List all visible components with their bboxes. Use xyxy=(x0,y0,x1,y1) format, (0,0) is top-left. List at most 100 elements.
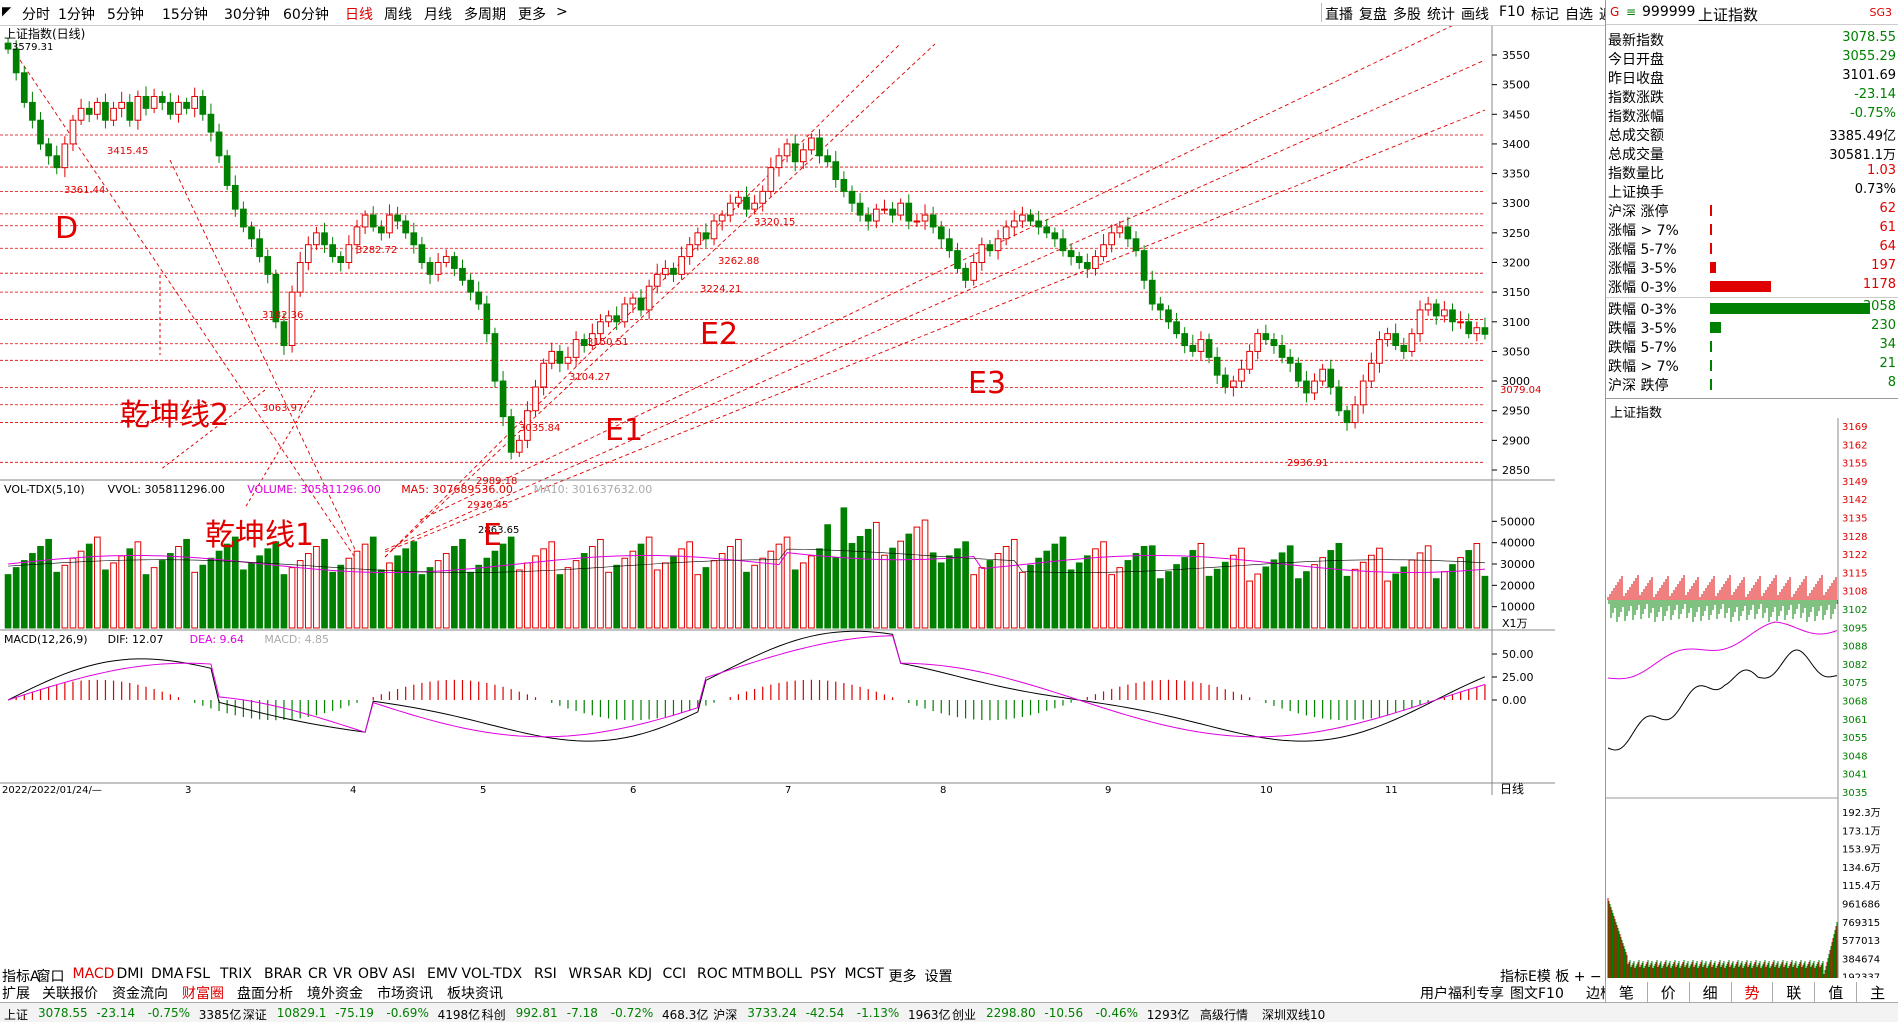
indicator-tab[interactable]: KDJ xyxy=(628,966,653,982)
breadth-row: 跌幅 5-7% 34 xyxy=(1608,337,1896,356)
tab-fenshi[interactable]: 分时 xyxy=(22,7,50,23)
volume-bar xyxy=(1230,554,1237,629)
extension-tab[interactable]: 资金流向 xyxy=(112,986,168,1002)
indicator-tab[interactable]: FSL xyxy=(185,966,211,982)
quote-tab[interactable]: 主 xyxy=(1856,982,1898,1002)
volume-bar xyxy=(1246,580,1253,629)
indicator-tab[interactable]: RSI xyxy=(534,966,557,982)
quote-tab[interactable]: 势 xyxy=(1730,982,1773,1002)
btn-multistock[interactable]: 多股 xyxy=(1393,7,1421,23)
tab-more[interactable]: 更多 xyxy=(518,7,546,23)
extension-tab[interactable]: 关联报价 xyxy=(42,986,98,1002)
quote-row: 昨日收盘 3101.69 xyxy=(1608,68,1896,87)
volume-bar xyxy=(1035,557,1042,629)
tab-30min[interactable]: 30分钟 xyxy=(224,7,270,23)
indicator-tab[interactable]: OBV xyxy=(358,966,388,982)
extension-tab[interactable]: 市场资讯 xyxy=(377,986,433,1002)
indicator-tab[interactable]: TRIX xyxy=(220,966,252,982)
btn-live[interactable]: 直播 xyxy=(1325,7,1353,23)
tab-multi-period[interactable]: 多周期 xyxy=(464,7,506,23)
quote-tab[interactable]: 值 xyxy=(1814,982,1856,1002)
indicator-tab[interactable]: EMV xyxy=(427,966,458,982)
candle-body xyxy=(621,303,629,323)
indicator-tab[interactable]: BRAR xyxy=(264,966,303,982)
btn-review[interactable]: 复盘 xyxy=(1359,7,1387,23)
tab-daily[interactable]: 日线 xyxy=(345,7,373,23)
extension-tab[interactable]: 境外资金 xyxy=(307,986,363,1002)
tab-monthly[interactable]: 月线 xyxy=(424,7,452,23)
right-tools[interactable]: 指标E模 板 + − xyxy=(1500,969,1602,985)
quote-row: 总成交额 3385.49亿 xyxy=(1608,128,1896,144)
btn-watchlist[interactable]: 自选 xyxy=(1565,7,1593,23)
price-mark: 3320.15 xyxy=(754,217,795,228)
tab-15min[interactable]: 15分钟 xyxy=(162,7,208,23)
candle-body xyxy=(1035,220,1042,228)
candle-body xyxy=(1359,380,1367,406)
volume-bar xyxy=(1010,538,1018,629)
volume-bar xyxy=(1319,557,1326,629)
quote-tab[interactable]: 细 xyxy=(1688,982,1731,1002)
candle-body xyxy=(986,244,994,252)
volume-bar xyxy=(1473,543,1481,629)
tab-1min[interactable]: 1分钟 xyxy=(58,7,95,23)
status-dual[interactable]: 深圳双线10 xyxy=(1262,1008,1326,1022)
candle-body xyxy=(1327,368,1335,388)
mini-intraday-chart[interactable]: 3169 3162 3155 3149 3142 3135 3128 3122 3115 3108… xyxy=(1606,418,1898,978)
extension-tab[interactable]: 扩展 xyxy=(2,986,30,1002)
indicator-tab[interactable]: 更多 xyxy=(888,969,917,985)
candle-body xyxy=(231,184,239,210)
status-advanced[interactable]: 高级行情 xyxy=(1200,1008,1249,1022)
tab-60min[interactable]: 60分钟 xyxy=(283,7,329,23)
btn-mark[interactable]: 标记 xyxy=(1531,7,1559,23)
indicator-tab[interactable]: MTM xyxy=(731,966,765,982)
indicator-tab[interactable]: SAR xyxy=(593,966,622,982)
indicator-tab[interactable]: WR xyxy=(568,966,593,982)
indicator-tab[interactable]: MCST xyxy=(844,966,884,982)
quote-tab[interactable]: 笔 xyxy=(1605,982,1647,1002)
extension-right[interactable]: 图文F10 xyxy=(1510,986,1564,1002)
tab-5min[interactable]: 5分钟 xyxy=(107,7,144,23)
tab-weekly[interactable]: 周线 xyxy=(384,7,412,23)
extension-tab[interactable]: 板块资讯 xyxy=(447,986,503,1002)
quote-tab[interactable]: 价 xyxy=(1646,982,1689,1002)
indicator-tab[interactable]: 设置 xyxy=(924,969,953,985)
extension-tab[interactable]: 盘面分析 xyxy=(237,986,293,1002)
indicator-tab[interactable]: 指标A xyxy=(2,969,40,985)
vol-tick: 40000 xyxy=(1500,537,1535,550)
volume-bar xyxy=(1286,545,1294,629)
indicator-tab[interactable]: 窗口 xyxy=(36,969,65,985)
status-item: 468.3亿 xyxy=(662,1008,709,1022)
indicator-tabs: 指标A 窗口 MACD DMI DMA FSL TRIX BRAR CR VR OBV ASI EMV V… xyxy=(0,966,1605,985)
chevron-right-icon[interactable]: > xyxy=(556,4,568,20)
indicator-tab[interactable]: CCI xyxy=(662,966,687,982)
indicator-tab[interactable]: CR xyxy=(308,966,328,982)
indicator-tab[interactable]: VOL-TDX xyxy=(461,966,523,982)
btn-draw[interactable]: 画线 xyxy=(1461,7,1489,23)
indicator-tab[interactable]: ASI xyxy=(392,966,416,982)
candle-body xyxy=(1140,250,1148,281)
indicator-tab[interactable]: PSY xyxy=(810,966,836,982)
candle-body xyxy=(1108,232,1116,246)
indicator-tab[interactable]: MACD xyxy=(72,966,115,982)
volume-bar xyxy=(1075,562,1083,629)
menu-icon[interactable]: ≡ xyxy=(1626,5,1637,19)
volume-bar xyxy=(377,569,385,629)
indicator-tab[interactable]: DMI xyxy=(116,966,144,982)
price-tick: 3200 xyxy=(1502,257,1530,270)
quote-tab[interactable]: 联 xyxy=(1772,982,1814,1002)
mini-tick: 3095 xyxy=(1842,623,1867,634)
status-item: -0.46% xyxy=(1095,1006,1139,1020)
btn-stats[interactable]: 统计 xyxy=(1427,7,1455,23)
candle-body xyxy=(12,48,20,74)
menu-icon[interactable]: ◤ xyxy=(2,4,12,18)
btn-f10[interactable]: F10 xyxy=(1499,4,1525,20)
indicator-tab[interactable]: DMA xyxy=(151,966,184,982)
vol-ma5-line xyxy=(8,552,1485,574)
main-chart[interactable]: 3550350034503400335033003250320031503100… xyxy=(0,26,1555,948)
extension-tab[interactable]: 财富圈 xyxy=(182,986,224,1002)
annot-e: E xyxy=(483,518,502,553)
extension-right[interactable]: 用户福利专享 xyxy=(1420,986,1504,1002)
indicator-tab[interactable]: VR xyxy=(333,966,353,982)
indicator-tab[interactable]: BOLL xyxy=(766,966,802,982)
indicator-tab[interactable]: ROC xyxy=(697,966,728,982)
